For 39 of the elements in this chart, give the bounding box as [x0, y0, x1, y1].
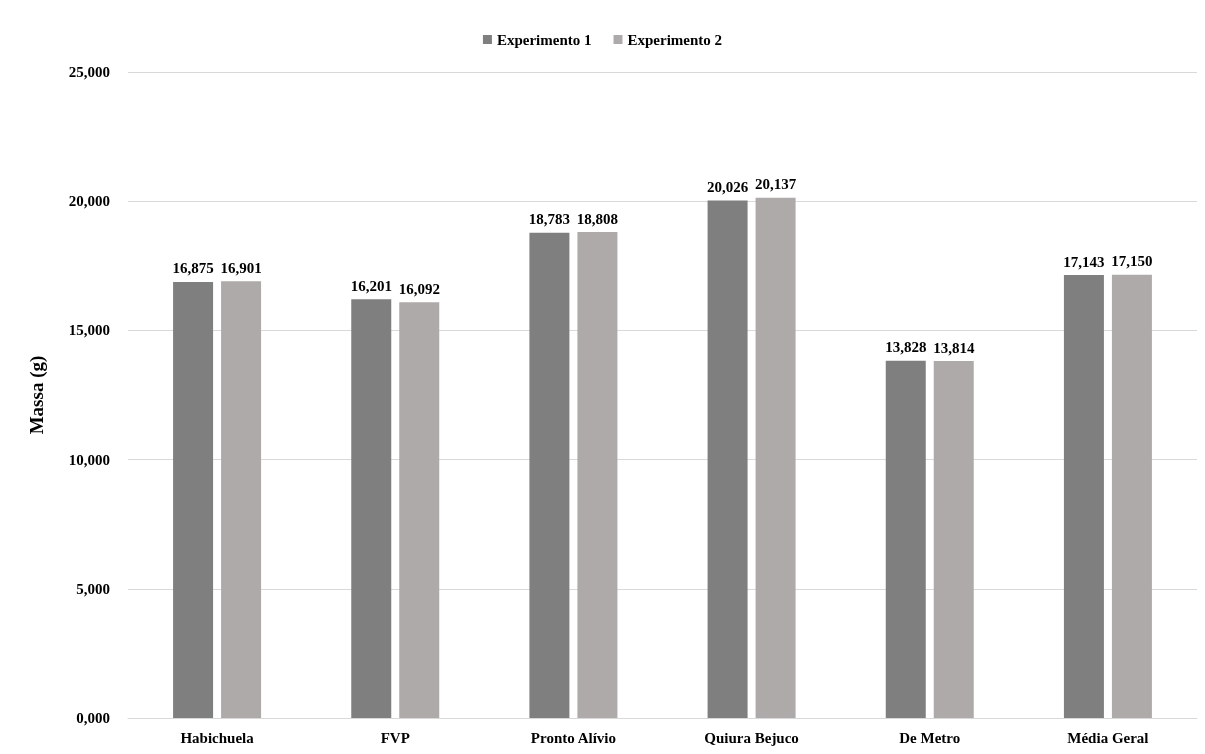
data-label: 18,783 [528, 211, 571, 228]
bar [173, 281, 214, 718]
x-tick-label: FVP [380, 729, 410, 746]
bar [1063, 275, 1104, 718]
data-label: 13,814 [933, 339, 975, 356]
bar [221, 281, 262, 718]
x-tick-label: Habichuela [180, 729, 255, 746]
data-label: 17,143 [1063, 253, 1105, 270]
bar [755, 197, 796, 718]
data-label: 20,137 [754, 176, 797, 193]
bar [933, 361, 974, 718]
legend-label: Experimento 2 [627, 31, 723, 48]
x-tick-label: Pronto Alívio [530, 729, 616, 746]
data-label: 16,201 [350, 277, 392, 294]
y-tick-label: 5,000 [76, 580, 110, 597]
data-label: 16,875 [172, 260, 214, 277]
bar [707, 200, 748, 718]
y-tick-label: 0,000 [76, 710, 110, 726]
y-tick-label: 15,000 [68, 322, 110, 339]
y-tick-label: 20,000 [68, 193, 110, 210]
y-tick-label: 25,000 [68, 64, 110, 80]
data-label: 18,808 [576, 210, 619, 227]
y-axis-title: Massa (g) [26, 355, 48, 435]
data-label: 20,026 [706, 179, 749, 196]
bar [529, 232, 570, 718]
bar [1111, 274, 1152, 718]
bar [885, 360, 926, 718]
y-tick-label: 10,000 [68, 451, 110, 468]
x-tick-label: Quiura Bejuco [704, 729, 799, 746]
x-tick-label: De Metro [899, 729, 961, 746]
bar [577, 232, 618, 718]
data-label: 13,828 [885, 339, 927, 356]
data-label: 16,092 [398, 280, 440, 297]
data-label: 16,901 [220, 259, 262, 276]
legend-label: Experimento 1 [496, 31, 592, 48]
x-tick-label: Média Geral [1067, 729, 1149, 746]
data-label: 17,150 [1111, 253, 1153, 270]
bar [351, 299, 392, 718]
bar [399, 302, 440, 718]
